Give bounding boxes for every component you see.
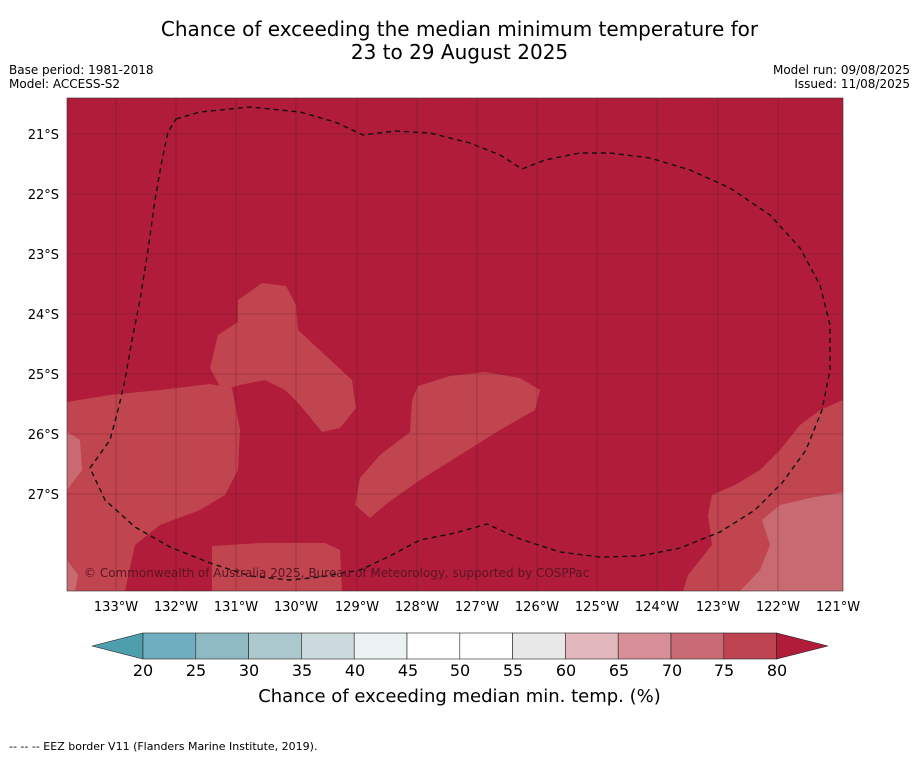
lon-label: 122°W xyxy=(756,600,800,615)
cb-segment xyxy=(406,632,461,660)
lon-label: 131°W xyxy=(214,600,258,615)
lat-label: 24°S xyxy=(28,308,59,323)
cb-tick: 50 xyxy=(450,661,470,680)
cb-tick: 20 xyxy=(133,661,153,680)
lon-label: 129°W xyxy=(335,600,379,615)
cb-segment xyxy=(195,632,249,660)
band-75-80-north-blob xyxy=(210,283,356,432)
map-field xyxy=(67,98,843,591)
copyright-text: © Commonwealth of Australia 2025, Bureau… xyxy=(84,566,590,580)
cb-segment xyxy=(565,632,619,660)
base-period-text: Base period: 1981-2018 xyxy=(9,63,154,77)
lon-label: 124°W xyxy=(635,600,679,615)
meta-right: Model run: 09/08/2025 Issued: 11/08/2025 xyxy=(773,63,910,91)
meta-left: Base period: 1981-2018 Model: ACCESS-S2 xyxy=(9,63,154,91)
title-line-2: 23 to 29 August 2025 xyxy=(350,40,569,64)
lon-labels: 133°W 132°W 131°W 130°W 129°W 128°W 127°… xyxy=(94,600,860,615)
colorbar-ticks: 20 25 30 35 40 45 50 55 60 65 70 75 80 xyxy=(133,661,787,680)
lon-label: 125°W xyxy=(575,600,619,615)
cb-segment xyxy=(301,632,355,660)
lat-label: 21°S xyxy=(28,128,59,143)
cb-segment xyxy=(353,632,408,660)
lon-label: 132°W xyxy=(154,600,198,615)
lat-label: 23°S xyxy=(28,248,59,263)
cb-segment xyxy=(459,632,513,660)
lat-labels: 21°S 22°S 23°S 24°S 25°S 26°S 27°S xyxy=(28,128,59,503)
lat-label: 22°S xyxy=(28,188,59,203)
lat-label: 27°S xyxy=(28,488,59,503)
colorbar: 20 25 30 35 40 45 50 55 60 65 70 75 80 xyxy=(91,632,829,680)
chart-title: Chance of exceeding the median minimum t… xyxy=(0,18,919,64)
lon-label: 127°W xyxy=(455,600,499,615)
lon-label: 133°W xyxy=(94,600,138,615)
eez-border xyxy=(89,106,831,581)
lon-label: 128°W xyxy=(395,600,439,615)
cb-extend-low xyxy=(91,632,144,660)
lat-label: 26°S xyxy=(28,428,59,443)
band-75-80-center xyxy=(355,372,540,518)
band-75-80-south xyxy=(212,543,342,591)
model-text: Model: ACCESS-S2 xyxy=(9,77,121,91)
cb-extend-high xyxy=(776,632,829,660)
cb-tick: 70 xyxy=(662,661,682,680)
cb-segment xyxy=(670,632,725,660)
cb-tick: 65 xyxy=(609,661,629,680)
footer-text: -- -- -- EEZ border V11 (Flanders Marine… xyxy=(9,740,318,753)
colorbar-label: Chance of exceeding median min. temp. (%… xyxy=(258,686,661,707)
map-frame xyxy=(66,97,844,592)
grid xyxy=(67,98,843,591)
issued-text: Issued: 11/08/2025 xyxy=(794,77,910,91)
lon-label: 130°W xyxy=(274,600,318,615)
cb-segment xyxy=(512,632,566,660)
cb-tick: 25 xyxy=(186,661,206,680)
cb-segment xyxy=(248,632,302,660)
title-line-1: Chance of exceeding the median minimum t… xyxy=(160,17,759,41)
cb-tick: 60 xyxy=(556,661,576,680)
cb-tick: 55 xyxy=(503,661,523,680)
cb-tick: 45 xyxy=(398,661,418,680)
cb-tick: 75 xyxy=(714,661,734,680)
cb-tick: 80 xyxy=(767,661,787,680)
colorbar-boxes xyxy=(91,632,829,660)
cb-tick: 40 xyxy=(345,661,365,680)
band-75-80-west xyxy=(67,384,240,591)
lat-label: 25°S xyxy=(28,368,59,383)
cb-tick: 30 xyxy=(239,661,259,680)
band-70-75-west xyxy=(67,432,82,490)
map: 21°S 22°S 23°S 24°S 25°S 26°S 27°S 133°W… xyxy=(28,97,860,615)
lon-label: 126°W xyxy=(515,600,559,615)
model-run-text: Model run: 09/08/2025 xyxy=(772,63,910,77)
lon-label: 121°W xyxy=(816,600,860,615)
lon-label: 123°W xyxy=(696,600,740,615)
cb-segment xyxy=(723,632,777,660)
band-70-75-west-bottom xyxy=(67,560,78,591)
cb-tick: 35 xyxy=(292,661,312,680)
cb-segment xyxy=(142,632,197,660)
band-70-75-east xyxy=(740,492,843,591)
cb-segment xyxy=(617,632,672,660)
